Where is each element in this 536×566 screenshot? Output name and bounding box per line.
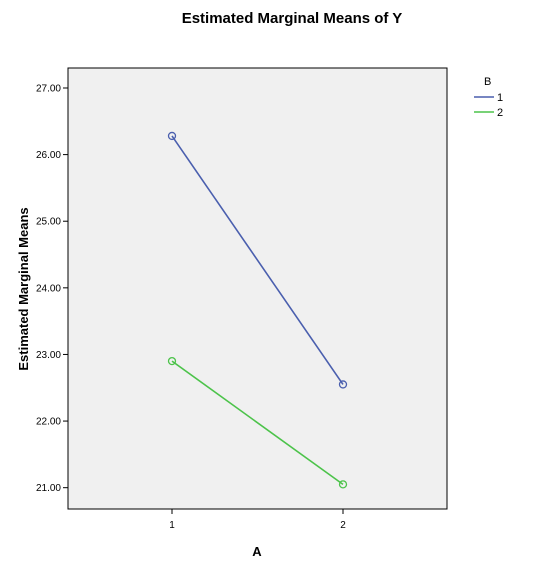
plot-area bbox=[67, 67, 448, 510]
y-tick-label: 27.00 bbox=[36, 83, 61, 94]
x-tick-label: 2 bbox=[340, 520, 346, 531]
y-tick-label: 26.00 bbox=[36, 150, 61, 161]
y-tick-label: 22.00 bbox=[36, 417, 61, 428]
series-layer bbox=[167, 131, 348, 489]
legend-label: 1 bbox=[497, 92, 503, 104]
y-tick-label: 24.00 bbox=[36, 283, 61, 294]
series-line-2 bbox=[171, 360, 344, 486]
legend-title: B bbox=[484, 76, 491, 88]
y-axis-ticks: 21.00 22.00 23.00 24.00 25.00 26.00 27.00 bbox=[36, 83, 68, 494]
y-axis-title: Estimated Marginal Means bbox=[16, 207, 31, 370]
y-tick-label: 25.00 bbox=[36, 217, 61, 228]
data-point-marker bbox=[338, 380, 348, 389]
data-point-marker bbox=[167, 131, 177, 141]
chart-title: Estimated Marginal Means of Y bbox=[182, 10, 403, 27]
data-point-marker bbox=[167, 356, 177, 366]
legend-label: 2 bbox=[497, 107, 503, 119]
y-tick-label: 23.00 bbox=[36, 350, 61, 361]
y-tick-label: 21.00 bbox=[36, 483, 61, 494]
series-line-1 bbox=[171, 135, 344, 385]
x-axis-title: A bbox=[252, 544, 262, 559]
data-point-marker bbox=[338, 480, 348, 489]
legend: B 1 2 bbox=[474, 76, 503, 119]
x-tick-label: 1 bbox=[169, 520, 175, 531]
